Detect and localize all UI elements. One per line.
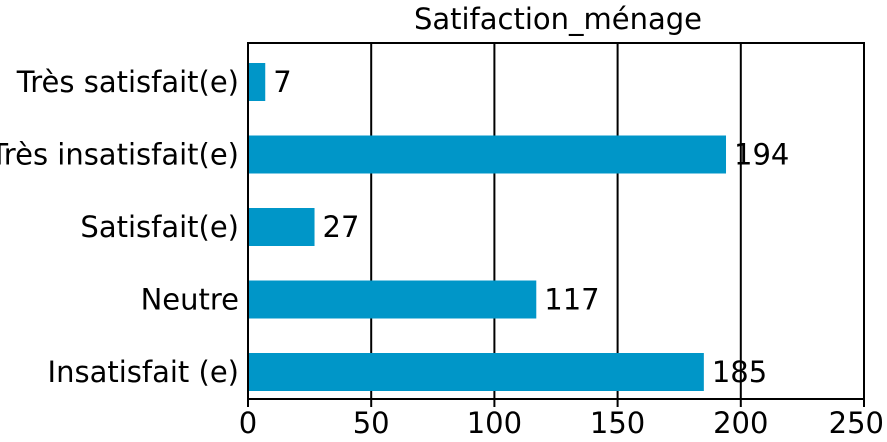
data-label-0: 7 [273, 65, 291, 99]
chart-title: Satifaction_ménage [414, 2, 702, 36]
x-tick-label-250: 250 [829, 406, 884, 438]
bar-2 [248, 208, 315, 246]
x-tick-label-150: 150 [590, 406, 645, 438]
data-label-1: 194 [734, 138, 789, 172]
category-label-3: Neutre [141, 283, 239, 317]
bar-3 [248, 280, 537, 319]
x-tick-label-200: 200 [713, 406, 768, 438]
category-labels: Très satisfait(e) Très insatisfait(e) Sati… [0, 65, 239, 389]
data-labels: 7 194 27 117 185 [273, 65, 789, 389]
x-tick-label-0: 0 [239, 406, 257, 438]
x-tick-labels: 0 50 100 150 200 250 [239, 399, 884, 440]
bar-0 [248, 63, 266, 101]
bar-4 [248, 353, 704, 391]
category-label-1: Très insatisfait(e) [0, 138, 239, 172]
data-label-3: 117 [544, 283, 599, 317]
plot-frame [247, 42, 865, 400]
bar-1 [248, 135, 727, 174]
data-label-4: 185 [712, 355, 767, 389]
grid-lines [370, 43, 742, 399]
data-label-2: 27 [323, 210, 360, 244]
category-label-2: Satisfait(e) [80, 210, 239, 244]
x-tick-label-100: 100 [467, 406, 522, 438]
bars [248, 63, 727, 391]
x-tick-label-50: 50 [353, 406, 390, 438]
category-label-4: Insatisfait (e) [48, 355, 239, 389]
category-label-0: Très satisfait(e) [16, 65, 239, 99]
